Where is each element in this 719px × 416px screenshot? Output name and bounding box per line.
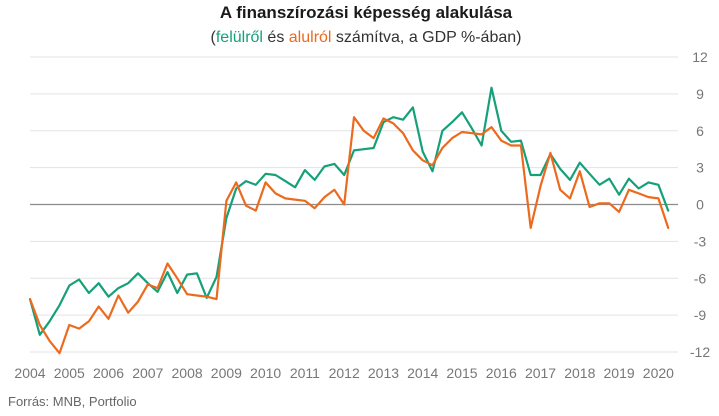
y-tick-label: -6 <box>694 270 707 286</box>
series-line-green <box>28 86 670 336</box>
y-tick-label: -12 <box>690 344 710 360</box>
grid-lines <box>30 56 678 353</box>
subtitle-series-green: felülről <box>216 29 263 46</box>
x-tick-label: 2017 <box>525 365 556 381</box>
series-lines <box>28 86 670 355</box>
x-tick-label: 2011 <box>290 365 320 381</box>
x-tick-label: 2020 <box>643 365 674 381</box>
y-tick-label: 12 <box>692 49 708 65</box>
x-tick-label: 2009 <box>211 365 242 381</box>
x-tick-label: 2013 <box>368 365 399 381</box>
x-tick-label: 2005 <box>54 365 85 381</box>
x-tick-label: 2010 <box>250 365 281 381</box>
chart-title: A finanszírozási képesség alakulása <box>220 3 513 22</box>
x-tick-label: 2006 <box>93 365 124 381</box>
chart-subtitle: (felülről és alulról számítva, a GDP %-á… <box>211 29 522 46</box>
y-tick-label: 3 <box>696 160 704 176</box>
x-tick-label: 2019 <box>604 365 635 381</box>
y-axis-ticks: 12 9 6 3 0 -3 -6 -9 -12 <box>690 49 710 360</box>
subtitle-series-orange: alulról <box>289 29 332 46</box>
x-tick-label: 2015 <box>446 365 477 381</box>
x-tick-label: 2012 <box>329 365 360 381</box>
x-tick-label: 2016 <box>486 365 517 381</box>
x-tick-label: 2014 <box>407 365 438 381</box>
x-tick-label: 2008 <box>172 365 203 381</box>
x-tick-label: 2018 <box>564 365 595 381</box>
x-axis-ticks: 2004 2005 2006 2007 2008 2009 2010 2011 2012 2013… <box>14 365 674 381</box>
x-tick-label: 2007 <box>132 365 163 381</box>
x-tick-label: 2004 <box>14 365 45 381</box>
y-tick-label: 0 <box>696 197 704 213</box>
y-tick-label: -9 <box>694 307 707 323</box>
y-tick-label: 6 <box>696 123 704 139</box>
source-note: Forrás: MNB, Portfolio <box>8 394 137 409</box>
series-line-orange <box>28 116 670 355</box>
y-tick-label: -3 <box>694 233 707 249</box>
y-tick-label: 9 <box>696 86 704 102</box>
